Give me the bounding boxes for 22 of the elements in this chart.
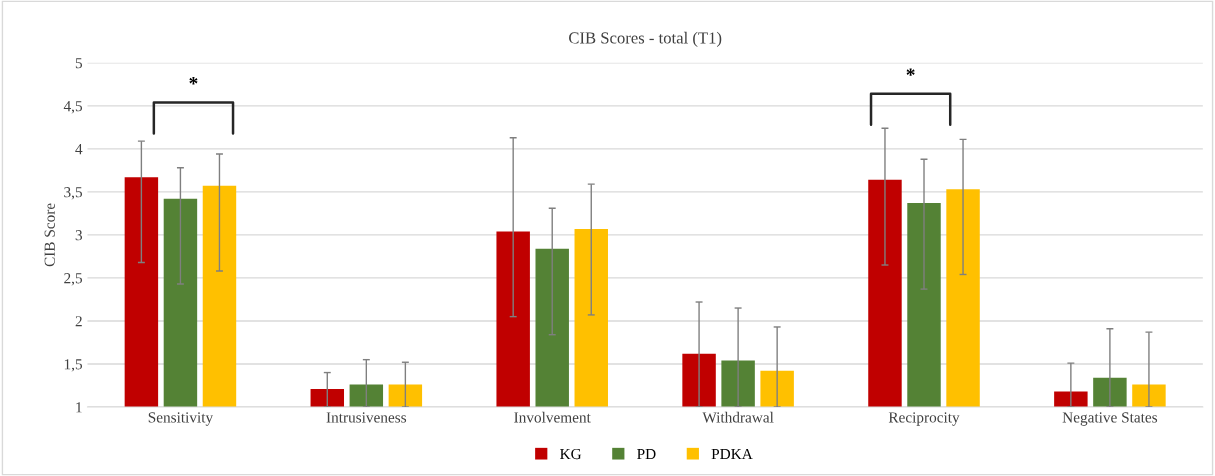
y-tick-label: 3 [75, 230, 83, 241]
annotation: * [189, 77, 198, 85]
y-tick-label: 5 [75, 58, 83, 69]
y-tick-label: 2 [75, 316, 82, 327]
legend-label: PD [637, 448, 656, 460]
y-tick-label: 4 [75, 144, 83, 155]
x-tick-label: Involvement [514, 411, 591, 423]
x-tick-label: Reciprocity [888, 412, 960, 426]
y-tick-label: 1,5 [64, 359, 83, 372]
x-tick-label: Sensitivity [148, 412, 214, 426]
y-tick-label: 3,5 [64, 187, 83, 200]
y-tick-label: 2,5 [64, 273, 83, 286]
x-tick-label: Negative States [1062, 412, 1158, 426]
legend-label: PDKA [711, 448, 753, 460]
chart-title: CIB Scores - total (T1) [569, 31, 722, 47]
y-tick-label: 1 [76, 402, 82, 413]
x-tick-label: Intrusiveness [326, 412, 407, 423]
y-tick-label: 4,5 [63, 101, 83, 114]
annotation: * [906, 68, 915, 76]
legend-label: KG [560, 448, 582, 460]
y-axis-title: CIB Score [44, 203, 55, 267]
x-tick-label: Withdrawal [702, 411, 774, 423]
